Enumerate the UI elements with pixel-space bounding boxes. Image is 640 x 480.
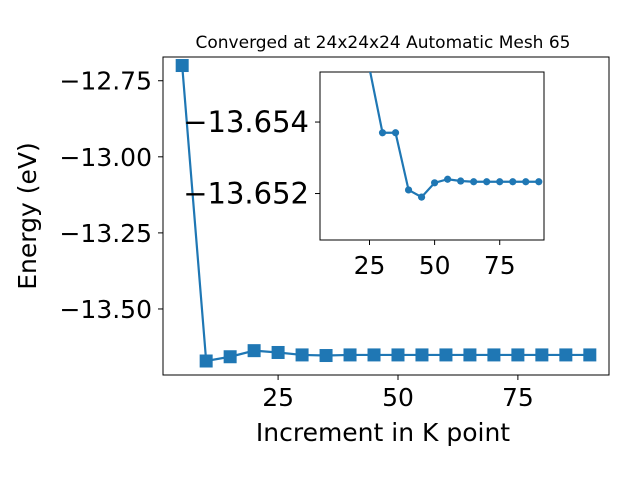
inset-y-ticks: −13.654 −13.652 xyxy=(183,105,320,211)
inset-data-point xyxy=(444,175,452,183)
inset-data-point xyxy=(470,178,478,186)
main-y-ticks: −12.75 −13.00 −13.25 −13.50 xyxy=(59,67,163,324)
main-data-point xyxy=(511,348,525,362)
x-tick-label: 25 xyxy=(262,383,294,412)
main-data-point xyxy=(295,348,309,362)
y-tick-label: −13.00 xyxy=(59,143,152,172)
inset-data-point xyxy=(391,129,400,137)
main-data-point xyxy=(391,348,405,362)
x-tick-label: 50 xyxy=(382,383,414,412)
inset-data-point xyxy=(496,178,504,186)
inset-y-tick-label: −13.654 xyxy=(183,105,309,139)
main-data-point xyxy=(223,350,237,364)
inset-x-tick-label: 25 xyxy=(354,251,386,280)
inset-x-ticks: 25 50 75 xyxy=(354,240,516,280)
inset-data-point xyxy=(522,178,530,186)
main-series xyxy=(175,59,597,368)
main-data-point xyxy=(535,348,549,362)
chart-title: Converged at 24x24x24 Automatic Mesh 65 xyxy=(196,33,571,53)
inset-data-point xyxy=(457,177,465,185)
inset-data-point xyxy=(509,178,517,186)
y-tick-label: −13.50 xyxy=(59,295,152,324)
inset-data-point xyxy=(535,178,543,186)
inset-data-point xyxy=(417,193,426,201)
inset-plot: 25 50 75 −13.654 −13.652 xyxy=(183,71,545,280)
x-axis-label: Increment in K point xyxy=(256,418,510,447)
main-data-point xyxy=(559,348,573,362)
inset-data-point xyxy=(369,72,370,73)
main-data-point xyxy=(367,348,381,362)
inset-data-point xyxy=(431,179,439,187)
inset-x-tick-label: 50 xyxy=(419,251,451,280)
y-tick-label: −12.75 xyxy=(59,67,152,96)
inset-series xyxy=(369,72,543,201)
inset-y-tick-label: −13.652 xyxy=(183,177,309,211)
inset-data-point xyxy=(483,178,491,186)
inset-plot-frame xyxy=(319,71,545,241)
main-data-point xyxy=(583,348,597,362)
y-tick-label: −13.25 xyxy=(59,219,152,248)
main-x-ticks: 25 50 75 xyxy=(262,375,534,412)
main-data-point xyxy=(439,348,453,362)
main-data-point xyxy=(463,348,477,362)
main-data-point xyxy=(247,344,261,358)
y-axis-label: Energy (eV) xyxy=(13,142,42,289)
main-data-point xyxy=(271,345,285,359)
inset-data-point xyxy=(378,129,387,137)
main-data-point xyxy=(175,59,189,73)
inset-data-point xyxy=(404,186,413,194)
main-data-point xyxy=(343,348,357,362)
main-data-point xyxy=(199,354,213,368)
inset-x-tick-label: 75 xyxy=(484,251,516,280)
main-data-point xyxy=(415,348,429,362)
main-data-point xyxy=(319,349,333,363)
x-tick-label: 75 xyxy=(502,383,534,412)
main-data-point xyxy=(487,348,501,362)
